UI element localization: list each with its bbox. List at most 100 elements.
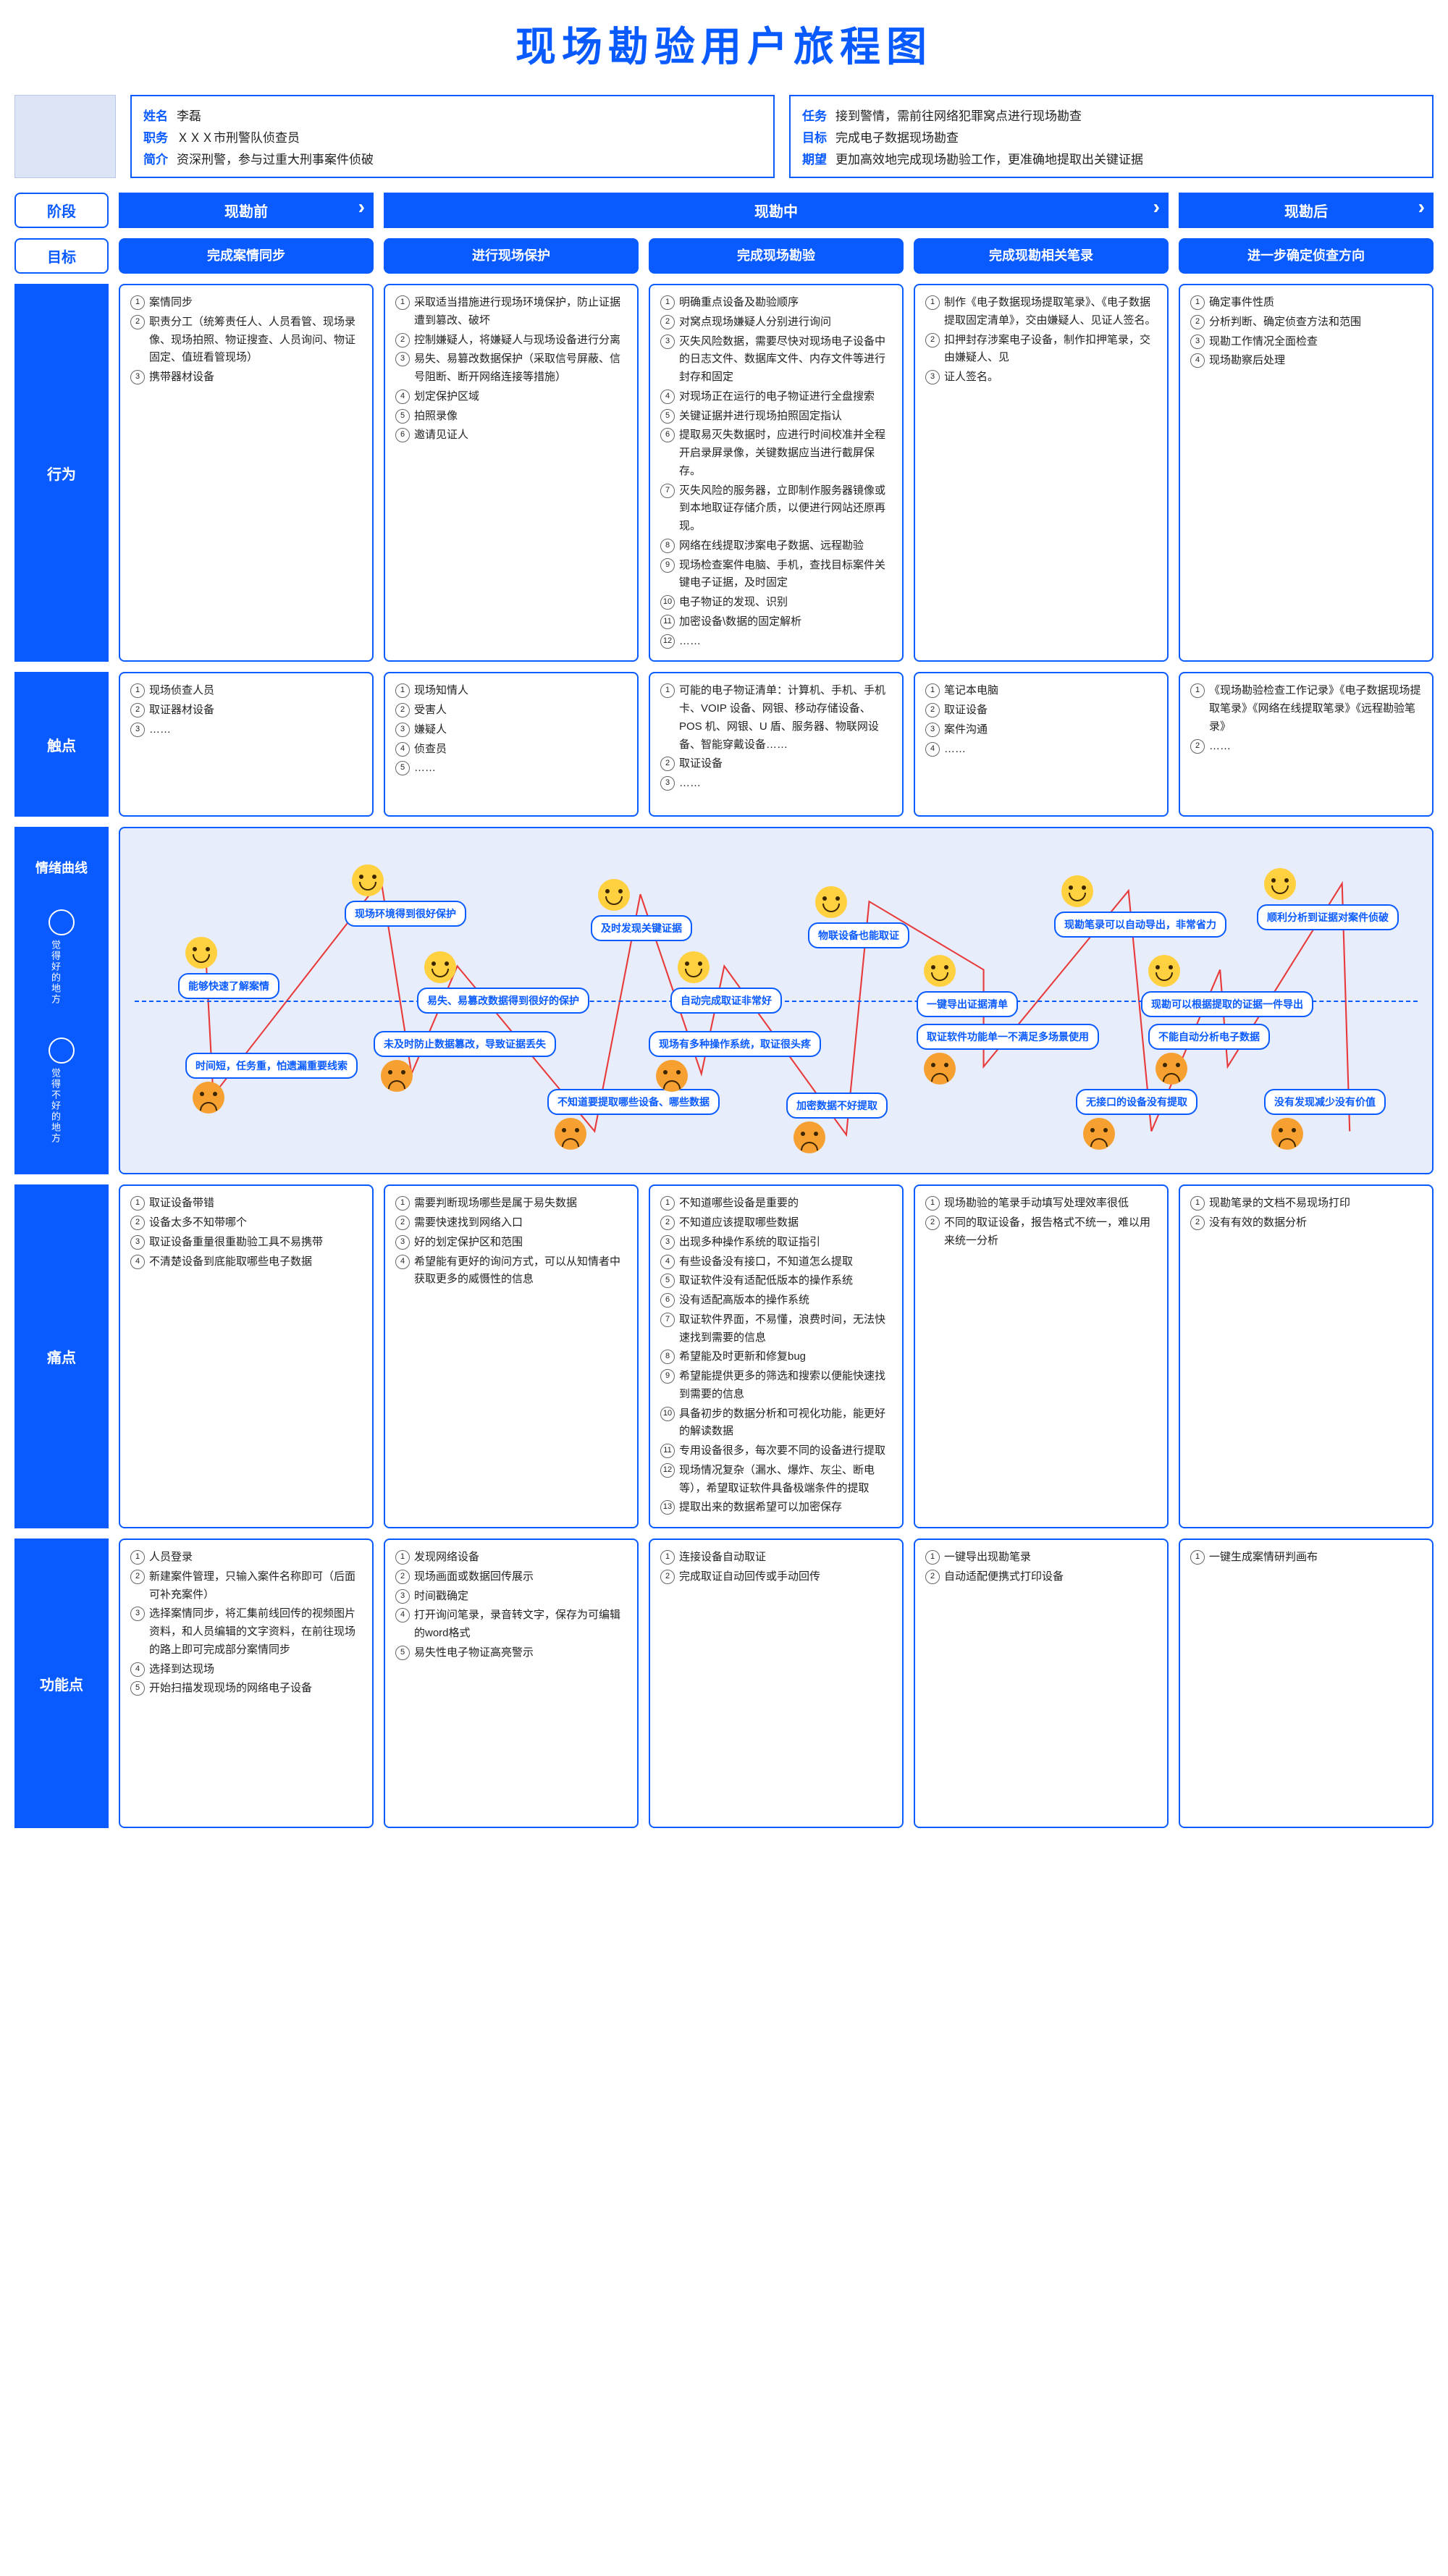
emotion-bubble: 自动完成取证非常好 [670,988,782,1014]
pain-c4: 现场勘验的笔录手动填写处理效率很低不同的取证设备，报告格式不统一，难以用来统一分… [914,1184,1169,1528]
list-item: 邀请见证人 [395,426,627,445]
list-item: 取证设备 [925,702,1157,720]
sad-face-icon [193,1082,224,1114]
list-item: 加密设备\数据的固定解析 [660,613,892,631]
row-action-label: 行为 [14,284,109,662]
list-item: 电子物证的发现、识别 [660,594,892,612]
list-item: 取证器材设备 [130,702,362,720]
goal-value: 完成电子数据现场勘查 [835,127,959,146]
emotion-node: 现勘笔录可以自动导出，非常省力 [1061,875,1093,911]
row-touch-label: 触点 [14,672,109,817]
goal-c1: 完成案情同步 [119,238,374,274]
emotion-bubble: 物联设备也能取证 [808,922,909,948]
action-c4: 制作《电子数据现场提取笔录》、《电子数据提取固定清单》，交由嫌疑人、见证人签名。… [914,284,1169,662]
emotion-node: 未及时防止数据篡改，导致证据丢失 [381,1060,413,1095]
emotion-node: 时间短，任务重，怕遗漏重要线索 [193,1082,224,1117]
happy-face-icon [1264,868,1296,900]
list-item: 自动适配便携式打印设备 [925,1568,1157,1586]
pain-c2: 需要判断现场哪些是属于易失数据需要快速找到网络入口好的划定保护区和范围希望能有更… [384,1184,639,1528]
emotion-node: 取证软件功能单一不满足多场景使用 [924,1053,956,1088]
happy-face-icon [424,951,456,983]
action-c3: 明确重点设备及勘验顺序对窝点现场嫌疑人分别进行询问灭失风险数据，需要尽快对现场电… [649,284,904,662]
list-item: 现场勘察后处理 [1190,352,1422,370]
persona-left: 姓名李磊 职务ＸＸＸ市刑警队侦查员 简介资深刑警，参与过重大刑事案件侦破 [130,95,775,178]
hope-label: 期望 [802,149,827,167]
list-item: 好的划定保护区和范围 [395,1234,627,1252]
list-item: 取证设备 [660,755,892,773]
emotion-bubble: 易失、易篡改数据得到很好的保护 [417,988,589,1014]
list-item: 拍照录像 [395,408,627,426]
emotion-bubble: 取证软件功能单一不满足多场景使用 [917,1024,1099,1050]
persona-right: 任务接到警情，需前往网络犯罪窝点进行现场勘查 目标完成电子数据现场勘查 期望更加… [789,95,1434,178]
feature-c5: 一键生成案情研判画布 [1179,1539,1434,1828]
emotion-node: 易失、易篡改数据得到很好的保护 [424,951,456,987]
list-item: 发现网络设备 [395,1549,627,1567]
happy-face-icon [1148,955,1180,987]
list-item: 新建案件管理，只输入案件名称即可（后面可补充案件） [130,1568,362,1604]
row-feature-label: 功能点 [14,1539,109,1828]
emotion-curve: 能够快速了解案情现场环境得到很好保护易失、易篡改数据得到很好的保护及时发现关键证… [119,827,1434,1174]
job-value: ＸＸＸ市刑警队侦查员 [177,127,300,146]
list-item: …… [1190,738,1422,756]
emotion-node: 及时发现关键证据 [598,879,630,914]
list-item: 选择案情同步，将汇集前线回传的视频图片资料，和人员编辑的文字资料，在前往现场的路… [130,1605,362,1659]
pain-c3: 不知道哪些设备是重要的不知道应该提取哪些数据出现多种操作系统的取证指引有些设备没… [649,1184,904,1528]
list-item: 侦查员 [395,741,627,759]
happy-face-icon [924,955,956,987]
feature-c3: 连接设备自动取证完成取证自动回传或手动回传 [649,1539,904,1828]
goal-c3: 完成现场勘验 [649,238,904,274]
happy-face-icon [352,864,384,896]
goal-c5: 进一步确定侦查方向 [1179,238,1434,274]
list-item: 开始扫描发现现场的网络电子设备 [130,1680,362,1698]
list-item: 没有有效的数据分析 [1190,1214,1422,1232]
row-stage-label: 阶段 [14,193,109,228]
list-item: 设备太多不知带哪个 [130,1214,362,1232]
list-item: 打开询问笔录，录音转文字，保存为可编辑的word格式 [395,1607,627,1643]
bio-value: 资深刑警，参与过重大刑事案件侦破 [177,149,374,167]
hope-value: 更加高效地完成现场勘验工作，更准确地提取出关键证据 [835,149,1143,167]
action-c1: 案情同步职责分工（统筹责任人、人员看管、现场录像、现场拍照、物证搜查、人员询问、… [119,284,374,662]
feature-c2: 发现网络设备现场画面或数据回传展示时间戳确定打开询问笔录，录音转文字，保存为可编… [384,1539,639,1828]
list-item: …… [395,759,627,778]
emotion-bubble: 无接口的设备没有提取 [1076,1089,1197,1115]
emotion-bubble: 没有发现减少没有价值 [1264,1089,1386,1115]
goal-label: 目标 [802,127,827,146]
feature-c1: 人员登录新建案件管理，只输入案件名称即可（后面可补充案件）选择案情同步，将汇集前… [119,1539,374,1828]
list-item: 笔记本电脑 [925,682,1157,700]
list-item: …… [660,775,892,793]
persona-section: 姓名李磊 职务ＸＸＸ市刑警队侦查员 简介资深刑警，参与过重大刑事案件侦破 任务接… [14,95,1434,178]
list-item: 关键证据并进行现场拍照固定指认 [660,408,892,426]
list-item: …… [130,721,362,739]
happy-face-icon [678,951,710,983]
list-item: 《现场勘验检查工作记录》《电子数据现场提取笔录》《网络在线提取笔录》《远程勘验笔… [1190,682,1422,736]
list-item: 现场画面或数据回传展示 [395,1568,627,1586]
row-emotion-label: 情绪曲线 觉得好的地方 觉得不好的地方 [14,827,109,1174]
happy-face-icon [598,879,630,911]
emotion-bubble: 能够快速了解案情 [178,973,279,999]
list-item: 完成取证自动回传或手动回传 [660,1568,892,1586]
emotion-bubble: 现勘可以根据提取的证据一件导出 [1141,991,1313,1017]
list-item: 取证设备重量很重勘验工具不易携带 [130,1234,362,1252]
emotion-bubble: 现勘笔录可以自动导出，非常省力 [1054,912,1226,938]
emotion-bubble: 加密数据不好提取 [786,1093,888,1119]
list-item: 人员登录 [130,1549,362,1567]
emotion-bubble: 顺利分析到证据对案件侦破 [1257,904,1399,930]
sad-face-icon [794,1121,825,1153]
emotion-node: 无接口的设备没有提取 [1083,1118,1115,1153]
list-item: 受害人 [395,702,627,720]
sad-face-icon [1271,1118,1303,1150]
goal-c2: 进行现场保护 [384,238,639,274]
list-item: 明确重点设备及勘验顺序 [660,294,892,312]
name-label: 姓名 [143,106,168,124]
stage-pre: 现勘前 [119,193,374,228]
list-item: 控制嫌疑人，将嫌疑人与现场设备进行分离 [395,332,627,350]
list-item: 职责分工（统筹责任人、人员看管、现场录像、现场拍照、物证搜查、人员询问、物证固定… [130,313,362,367]
happy-icon [49,909,75,935]
list-item: 扣押封存涉案电子设备，制作扣押笔录，交由嫌疑人、见 [925,332,1157,368]
list-item: 需要快速找到网络入口 [395,1214,627,1232]
stage-mid: 现勘中 [384,193,1169,228]
list-item: 选择到达现场 [130,1661,362,1679]
list-item: 易失、易篡改数据保护（采取信号屏蔽、信号阻断、断开网络连接等措施） [395,350,627,387]
emotion-bubble: 不能自动分析电子数据 [1148,1024,1270,1050]
emotion-bubble: 时间短，任务重，怕遗漏重要线索 [185,1053,358,1079]
